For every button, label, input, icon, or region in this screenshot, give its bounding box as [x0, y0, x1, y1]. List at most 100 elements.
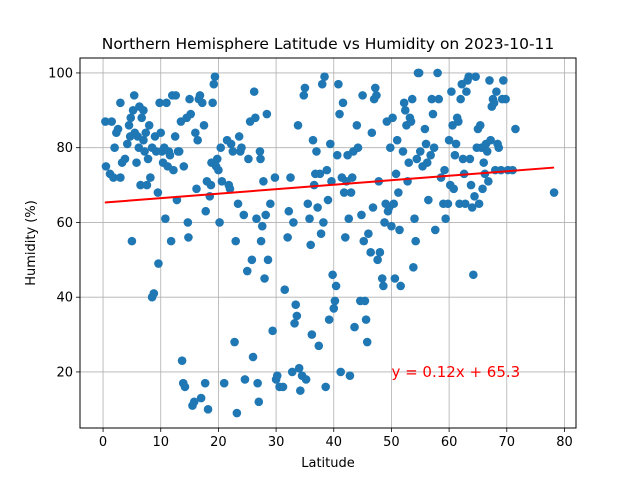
data-point — [485, 76, 494, 85]
data-point — [427, 94, 437, 104]
x-tick-label: 30 — [268, 435, 285, 450]
data-point — [358, 91, 367, 100]
data-point — [208, 98, 217, 108]
data-point — [186, 109, 196, 119]
data-point — [179, 162, 189, 171]
x-tick-label: 60 — [441, 435, 458, 450]
data-point — [293, 120, 303, 130]
data-point — [474, 199, 484, 209]
data-point — [307, 330, 317, 339]
data-point — [230, 337, 239, 347]
data-point — [120, 154, 130, 164]
data-point — [479, 158, 489, 167]
data-point — [189, 397, 199, 407]
data-point — [317, 79, 327, 89]
data-point — [166, 236, 176, 246]
data-point — [441, 214, 450, 224]
data-point — [471, 72, 480, 81]
data-point — [289, 218, 298, 227]
y-tick-label: 80 — [56, 141, 73, 156]
data-point — [146, 173, 155, 182]
data-point — [478, 184, 487, 194]
data-point — [410, 214, 419, 224]
data-point — [248, 352, 258, 362]
data-point — [390, 274, 400, 283]
x-tick-label: 50 — [383, 435, 400, 450]
data-point — [456, 94, 465, 104]
data-point — [388, 113, 397, 123]
data-point — [216, 143, 226, 152]
data-point — [239, 210, 249, 220]
data-point — [421, 139, 431, 149]
data-point — [352, 120, 362, 130]
data-point — [387, 221, 396, 231]
data-point — [144, 120, 154, 130]
data-point — [101, 117, 110, 126]
data-point — [499, 76, 508, 85]
data-point — [379, 281, 388, 291]
data-point — [226, 139, 236, 149]
axis-ticks: 0 10 20 30 40 50 60 70 80 20 40 60 80 100 — [48, 66, 573, 450]
data-point — [278, 382, 288, 392]
data-point — [113, 124, 123, 134]
data-point — [127, 236, 137, 246]
data-point — [392, 135, 402, 145]
data-point — [458, 154, 468, 164]
data-point — [319, 218, 328, 227]
data-point — [440, 165, 449, 175]
data-point — [244, 154, 253, 164]
data-point — [165, 150, 175, 160]
data-point — [195, 91, 205, 100]
data-point — [156, 128, 166, 138]
x-tick-label: 0 — [99, 435, 107, 450]
data-point — [429, 143, 439, 152]
data-point — [449, 184, 459, 194]
data-point — [291, 300, 301, 309]
data-point — [301, 375, 311, 384]
data-point — [199, 120, 209, 130]
data-point — [360, 296, 370, 306]
data-point — [286, 173, 295, 182]
data-point — [225, 184, 235, 194]
data-point — [260, 274, 269, 283]
data-point — [482, 147, 492, 156]
data-point — [444, 135, 454, 145]
data-point — [306, 240, 315, 250]
data-point — [234, 132, 244, 141]
data-point — [467, 203, 477, 212]
data-point — [373, 255, 382, 265]
plot-frame — [79, 57, 577, 429]
data-point — [231, 236, 241, 246]
data-point — [109, 173, 118, 182]
data-point — [201, 206, 211, 216]
data-point — [433, 68, 442, 78]
data-point — [385, 143, 395, 152]
data-point — [389, 199, 399, 209]
data-point — [136, 180, 145, 190]
data-point — [501, 94, 510, 104]
data-point — [469, 270, 478, 280]
data-point — [116, 98, 125, 108]
data-point — [331, 281, 341, 291]
data-point — [320, 72, 329, 81]
data-point — [428, 109, 438, 119]
data-point — [126, 113, 136, 123]
data-point — [296, 386, 305, 395]
data-point — [140, 147, 149, 156]
data-point — [338, 98, 348, 108]
data-point — [462, 87, 471, 96]
data-point — [367, 128, 377, 138]
data-point — [407, 94, 417, 104]
data-point — [322, 165, 332, 175]
data-point — [426, 150, 435, 160]
data-point — [254, 397, 264, 407]
data-point — [272, 371, 282, 380]
data-point — [377, 274, 387, 283]
data-point — [192, 184, 201, 194]
data-point — [375, 248, 385, 257]
data-point — [249, 87, 259, 96]
data-point — [366, 248, 375, 257]
data-point — [294, 363, 304, 373]
